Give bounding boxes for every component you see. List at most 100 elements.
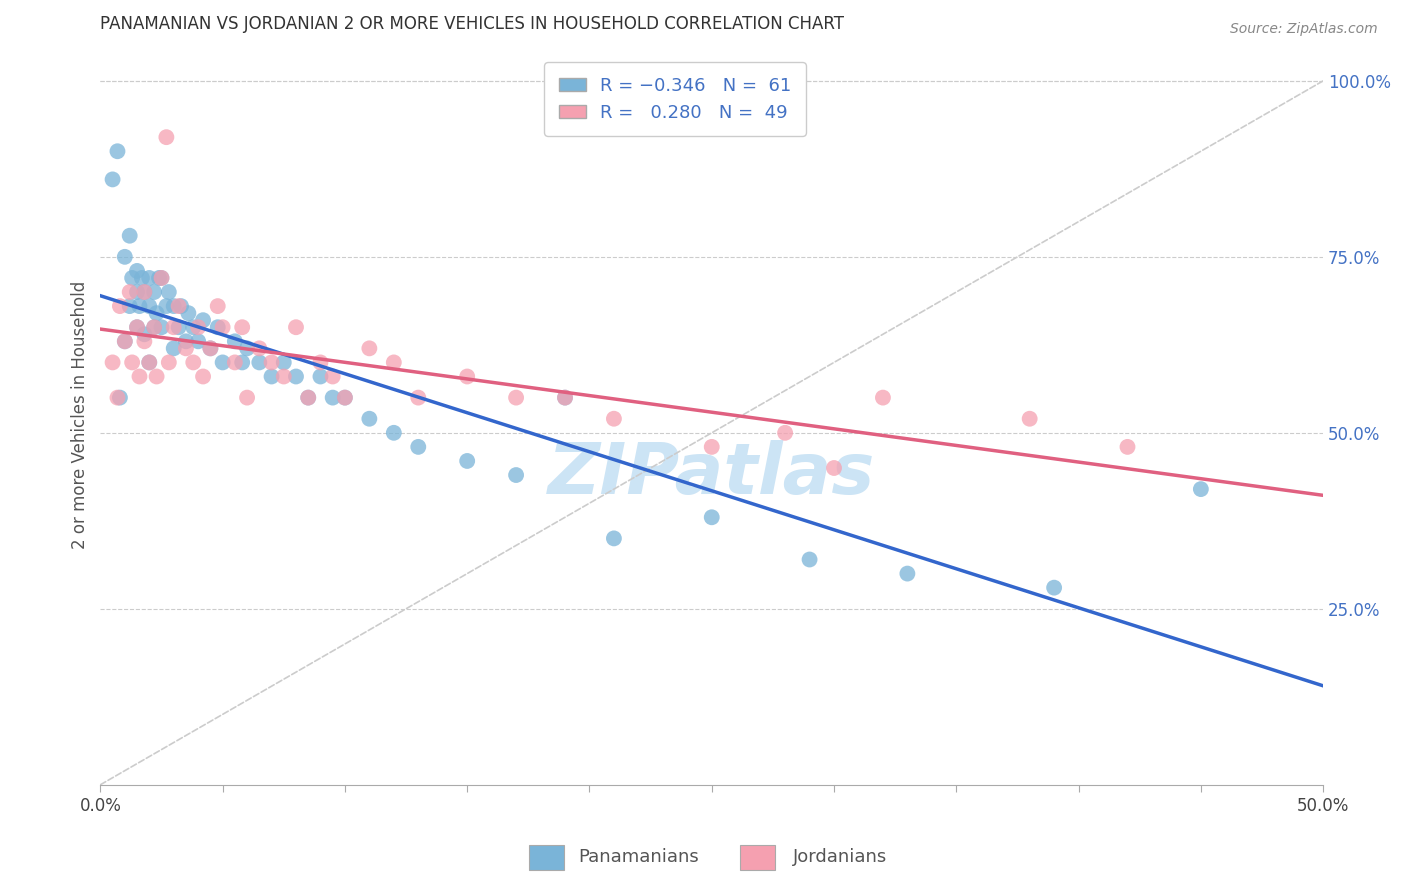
- Point: [406, 440, 429, 454]
- Point: [114, 334, 136, 349]
- Point: [231, 355, 253, 369]
- Point: [211, 320, 233, 334]
- Point: [155, 130, 177, 145]
- Point: [138, 271, 160, 285]
- Point: [700, 440, 723, 454]
- Point: [143, 285, 166, 299]
- Point: [150, 271, 173, 285]
- Point: [260, 355, 283, 369]
- Point: [247, 355, 270, 369]
- Point: [138, 355, 160, 369]
- Text: PANAMANIAN VS JORDANIAN 2 OR MORE VEHICLES IN HOUSEHOLD CORRELATION CHART: PANAMANIAN VS JORDANIAN 2 OR MORE VEHICL…: [100, 15, 845, 33]
- Point: [167, 320, 190, 334]
- Point: [101, 172, 124, 186]
- Text: Jordanians: Jordanians: [793, 848, 887, 866]
- Point: [273, 355, 295, 369]
- Y-axis label: 2 or more Vehicles in Household: 2 or more Vehicles in Household: [72, 281, 89, 549]
- Point: [125, 285, 148, 299]
- Point: [260, 369, 283, 384]
- Point: [143, 320, 166, 334]
- Point: [322, 391, 344, 405]
- Point: [322, 369, 344, 384]
- Point: [297, 391, 319, 405]
- Point: [823, 461, 845, 475]
- Point: [134, 327, 156, 342]
- Point: [207, 320, 229, 334]
- Point: [273, 369, 295, 384]
- Point: [1043, 581, 1066, 595]
- Point: [700, 510, 723, 524]
- Point: [236, 391, 259, 405]
- Point: [163, 320, 186, 334]
- Point: [872, 391, 894, 405]
- Point: [128, 299, 150, 313]
- Point: [174, 342, 197, 356]
- Point: [138, 355, 160, 369]
- Point: [163, 299, 186, 313]
- Point: [554, 391, 576, 405]
- Point: [382, 355, 405, 369]
- Point: [231, 320, 253, 334]
- Point: [125, 320, 148, 334]
- Point: [505, 391, 527, 405]
- Point: [134, 285, 156, 299]
- Point: [128, 369, 150, 384]
- Point: [170, 299, 193, 313]
- Point: [297, 391, 319, 405]
- Point: [191, 313, 214, 327]
- Point: [143, 320, 166, 334]
- Point: [150, 271, 173, 285]
- Text: Panamanians: Panamanians: [578, 848, 699, 866]
- Point: [1116, 440, 1139, 454]
- Point: [359, 342, 381, 356]
- Point: [118, 285, 141, 299]
- Point: [155, 299, 177, 313]
- Point: [145, 306, 167, 320]
- Point: [200, 342, 222, 356]
- Point: [118, 228, 141, 243]
- Point: [163, 342, 186, 356]
- Point: [309, 355, 332, 369]
- Point: [406, 391, 429, 405]
- Point: [181, 355, 204, 369]
- Point: [224, 355, 246, 369]
- Point: [148, 271, 170, 285]
- Point: [174, 334, 197, 349]
- Point: [191, 369, 214, 384]
- Point: [554, 391, 576, 405]
- Point: [101, 355, 124, 369]
- Point: [187, 320, 209, 334]
- Point: [118, 299, 141, 313]
- Point: [107, 391, 129, 405]
- Point: [145, 369, 167, 384]
- Point: [114, 250, 136, 264]
- Point: [799, 552, 821, 566]
- Point: [333, 391, 356, 405]
- Point: [107, 145, 129, 159]
- Point: [1189, 482, 1212, 496]
- Point: [181, 320, 204, 334]
- Point: [236, 342, 259, 356]
- Point: [603, 411, 626, 425]
- Point: [1018, 411, 1040, 425]
- Point: [157, 285, 180, 299]
- Point: [211, 355, 233, 369]
- Point: [121, 271, 143, 285]
- Point: [177, 306, 200, 320]
- Point: [359, 411, 381, 425]
- Point: [896, 566, 918, 581]
- Point: [773, 425, 796, 440]
- Point: [309, 369, 332, 384]
- Point: [200, 342, 222, 356]
- Point: [131, 271, 153, 285]
- Legend: R = −0.346   N =  61, R =   0.280   N =  49: R = −0.346 N = 61, R = 0.280 N = 49: [544, 62, 806, 136]
- Point: [108, 391, 131, 405]
- Point: [121, 355, 143, 369]
- Point: [285, 320, 308, 334]
- Point: [157, 355, 180, 369]
- Point: [456, 454, 478, 468]
- Point: [187, 334, 209, 349]
- Point: [108, 299, 131, 313]
- Point: [456, 369, 478, 384]
- Point: [207, 299, 229, 313]
